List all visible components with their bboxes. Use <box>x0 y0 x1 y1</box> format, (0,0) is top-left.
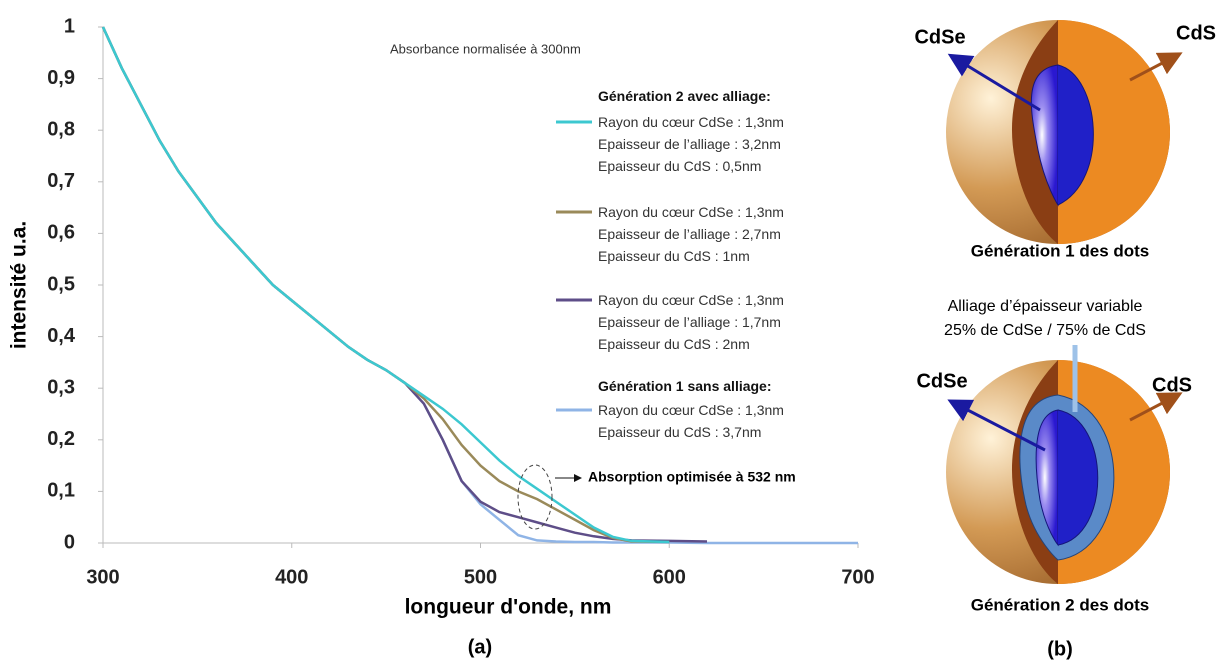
caption: (b) <box>1047 638 1073 660</box>
y-tick-label: 0,4 <box>47 325 76 347</box>
y-tick-label: 0,2 <box>47 428 75 450</box>
legend-label: Rayon du cœur CdSe : 1,3nm Epaisseur de … <box>598 292 784 352</box>
core-cut <box>1057 64 1094 206</box>
arrow <box>1129 392 1183 422</box>
y-tick-label: 0,9 <box>47 67 75 89</box>
arrow <box>947 53 1041 112</box>
legend-label: Rayon du cœur CdSe : 1,3nm Epaisseur de … <box>598 204 784 264</box>
label: CdSe <box>914 26 965 48</box>
shell-cut <box>1058 20 1170 244</box>
legend-heading: Génération 2 avec alliage: <box>598 88 771 104</box>
label: Génération 1 des dots <box>971 241 1150 260</box>
y-tick-label: 0 <box>64 531 75 553</box>
callout: Absorption optimisée à 532 nm <box>588 469 796 485</box>
y-tick-label: 0,8 <box>47 118 75 140</box>
label: 25% de CdSe / 75% de CdS <box>944 322 1146 339</box>
legend-label: Rayon du cœur CdSe : 1,3nm Epaisseur du … <box>598 402 784 440</box>
x-tick-label: 500 <box>464 566 497 588</box>
y-tick-label: 0,5 <box>47 273 75 295</box>
label: Alliage d’épaisseur variable <box>948 298 1143 315</box>
x-tick-label: 700 <box>841 566 874 588</box>
label: CdSe <box>916 370 967 392</box>
legend-heading: Génération 1 sans alliage: <box>598 378 772 394</box>
y-tick-label: 0,1 <box>47 480 75 502</box>
y-axis-title: intensité u.a. <box>8 221 31 349</box>
x-tick-label: 400 <box>275 566 308 588</box>
caption: (a) <box>468 636 492 658</box>
core <box>1035 409 1059 547</box>
label: CdS <box>1152 374 1192 396</box>
y-tick-label: 0,6 <box>47 222 75 244</box>
x-tick-label: 300 <box>86 566 119 588</box>
y-tick-label: 0,7 <box>47 170 75 192</box>
series-line <box>101 26 670 544</box>
highlight <box>517 464 553 530</box>
series-line <box>101 26 708 543</box>
plot: 0 0,1 0,2 0,3 0,4 0,5 0,6 0,7 0,8 0,9 1 300 400 500 60… <box>47 15 875 588</box>
x-axis-title: longueur d'onde, nm <box>405 596 612 619</box>
arrow <box>1129 52 1183 82</box>
core <box>1030 64 1059 207</box>
label: Génération 2 des dots <box>971 595 1150 614</box>
x-tick-label: 600 <box>653 566 686 588</box>
y-tick-label: 0,3 <box>47 376 75 398</box>
arrow <box>947 399 1046 452</box>
core-cut <box>1057 409 1099 546</box>
legend-label: Rayon du cœur CdSe : 1,3nm Epaisseur de … <box>598 114 784 174</box>
annotation: Absorbance normalisée à 300nm <box>390 41 581 56</box>
label: CdS <box>1176 22 1216 44</box>
series-line <box>101 26 670 544</box>
diagram: CdSe CdS Génération 1 des dots Alliage d… <box>914 20 1216 660</box>
y-tick-label: 1 <box>64 15 75 37</box>
